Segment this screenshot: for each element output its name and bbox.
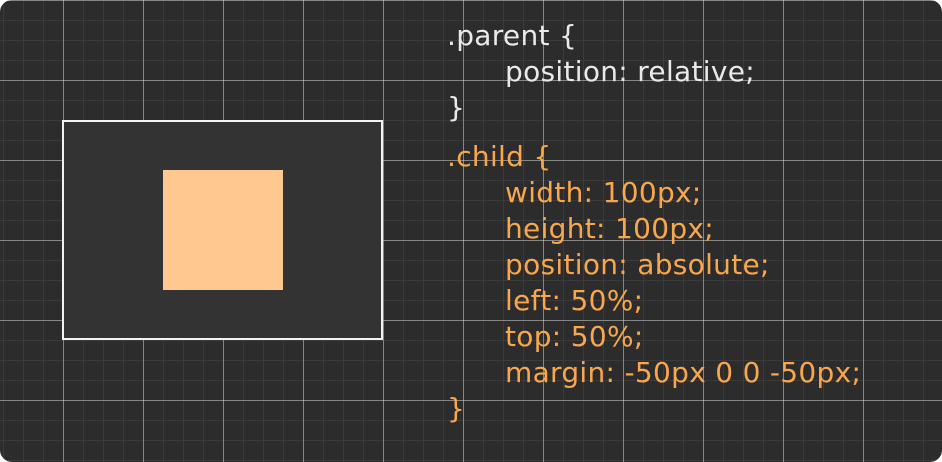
code-line: height: 100px; bbox=[505, 212, 715, 245]
code-line: .child { bbox=[447, 140, 552, 173]
code-line: } bbox=[447, 91, 466, 124]
code-line: top: 50%; bbox=[505, 320, 644, 353]
child-box-demo bbox=[162, 170, 283, 290]
code-line: width: 100px; bbox=[505, 176, 702, 209]
code-line: } bbox=[447, 392, 466, 425]
css-code-block: .parent {position: relative;} .child {wid… bbox=[447, 18, 861, 427]
parent-box-demo bbox=[62, 120, 383, 340]
code-line: position: absolute; bbox=[505, 248, 770, 281]
code-line: .parent { bbox=[447, 19, 578, 52]
code-line: position: relative; bbox=[505, 55, 755, 88]
code-line: margin: -50px 0 0 -50px; bbox=[505, 356, 862, 389]
code-line: left: 50%; bbox=[505, 284, 644, 317]
